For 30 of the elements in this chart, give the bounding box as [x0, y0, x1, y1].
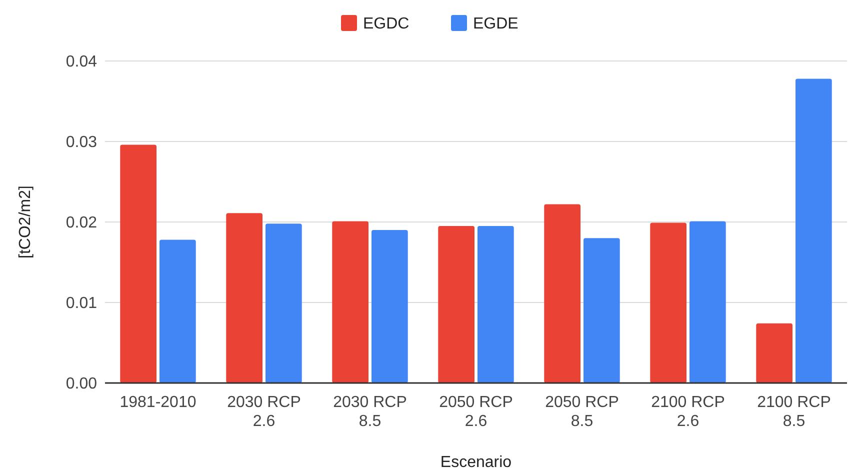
- bar: [650, 222, 686, 383]
- x-tick-label: 2100 RCP 8.5: [757, 394, 831, 430]
- y-tick-label: 0.02: [66, 214, 98, 232]
- bar: [544, 204, 580, 383]
- bar: [120, 144, 156, 383]
- bar: [372, 230, 408, 383]
- bar: [226, 213, 262, 383]
- y-axis-title: [tCO2/m2]: [17, 186, 34, 258]
- bar: [584, 238, 620, 383]
- x-tick-label: 2030 RCP 2.6: [227, 394, 301, 430]
- legend-label: EGDC: [363, 16, 410, 33]
- bar: [438, 226, 474, 383]
- x-tick-label: 2050 RCP 8.5: [545, 394, 619, 430]
- legend-label: EGDE: [473, 16, 518, 33]
- bar: [756, 323, 792, 383]
- x-tick-label: 2100 RCP 2.6: [651, 394, 725, 430]
- bar: [332, 221, 368, 383]
- bar: [478, 226, 514, 383]
- bar: [266, 224, 302, 383]
- x-tick-label: 1981-2010: [120, 394, 196, 411]
- y-tick-label: 0.03: [66, 134, 98, 152]
- x-axis-title: Escenario: [440, 454, 512, 471]
- bar: [690, 221, 726, 383]
- text: 0.00: [66, 376, 97, 393]
- x-tick-label: 2030 RCP 8.5: [333, 394, 407, 430]
- bar: [160, 240, 196, 383]
- y-tick-label: 0.01: [66, 295, 98, 312]
- y-tick-label: 0.04: [66, 54, 98, 71]
- x-tick-label: 2050 RCP 2.6: [439, 394, 513, 430]
- bar: [796, 78, 832, 383]
